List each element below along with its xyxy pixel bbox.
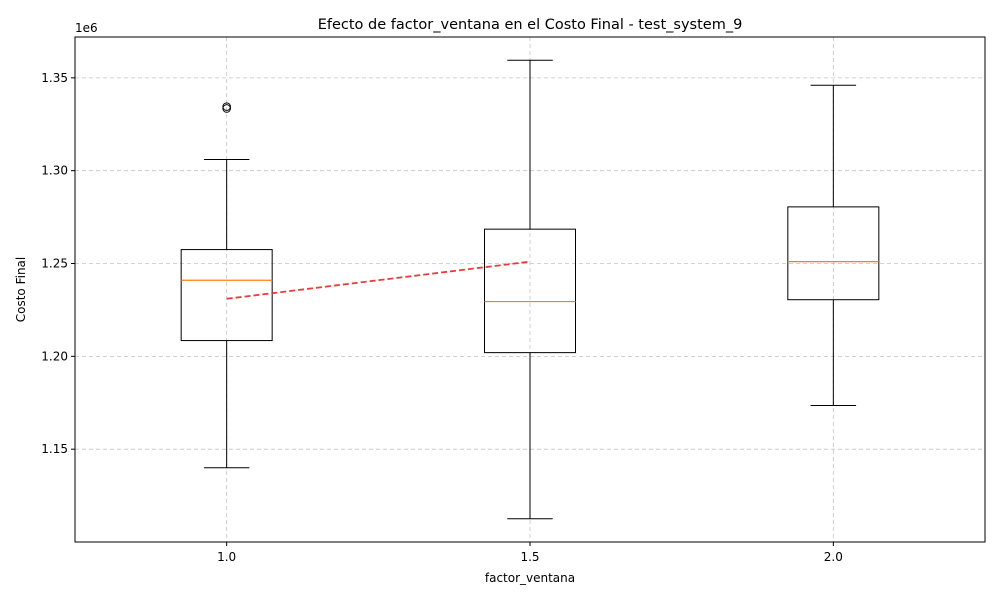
outlier-point (222, 102, 231, 111)
y-tick-label: 1.15 (41, 442, 68, 456)
y-axis-offset-label: 1e6 (75, 21, 98, 35)
chart-title: Efecto de factor_ventana en el Costo Fin… (318, 17, 743, 33)
x-axis-label: factor_ventana (485, 571, 575, 585)
box-1.5 (484, 59, 576, 520)
box-iqr (787, 206, 880, 301)
trend-line (226, 260, 531, 300)
box-iqr (484, 228, 576, 354)
y-tick-label: 1.30 (41, 164, 68, 178)
box-iqr (180, 249, 273, 342)
y-tick-label: 1.35 (41, 71, 68, 85)
x-axis-ticks: 1.0 1.5 2.0 (217, 542, 843, 564)
trend-line-layer (226, 260, 531, 300)
y-tick-label: 1.25 (41, 257, 68, 271)
y-axis-label: Costo Final (14, 257, 28, 323)
x-tick-label: 1.5 (520, 550, 539, 564)
y-tick-label: 1.20 (41, 349, 68, 363)
x-tick-label: 1.0 (217, 550, 236, 564)
box-2 (787, 84, 880, 407)
x-tick-label: 2.0 (824, 550, 843, 564)
boxes (180, 59, 880, 520)
box-1 (180, 102, 273, 469)
y-axis-ticks: 1.15 1.20 1.25 1.30 1.35 (41, 71, 75, 456)
